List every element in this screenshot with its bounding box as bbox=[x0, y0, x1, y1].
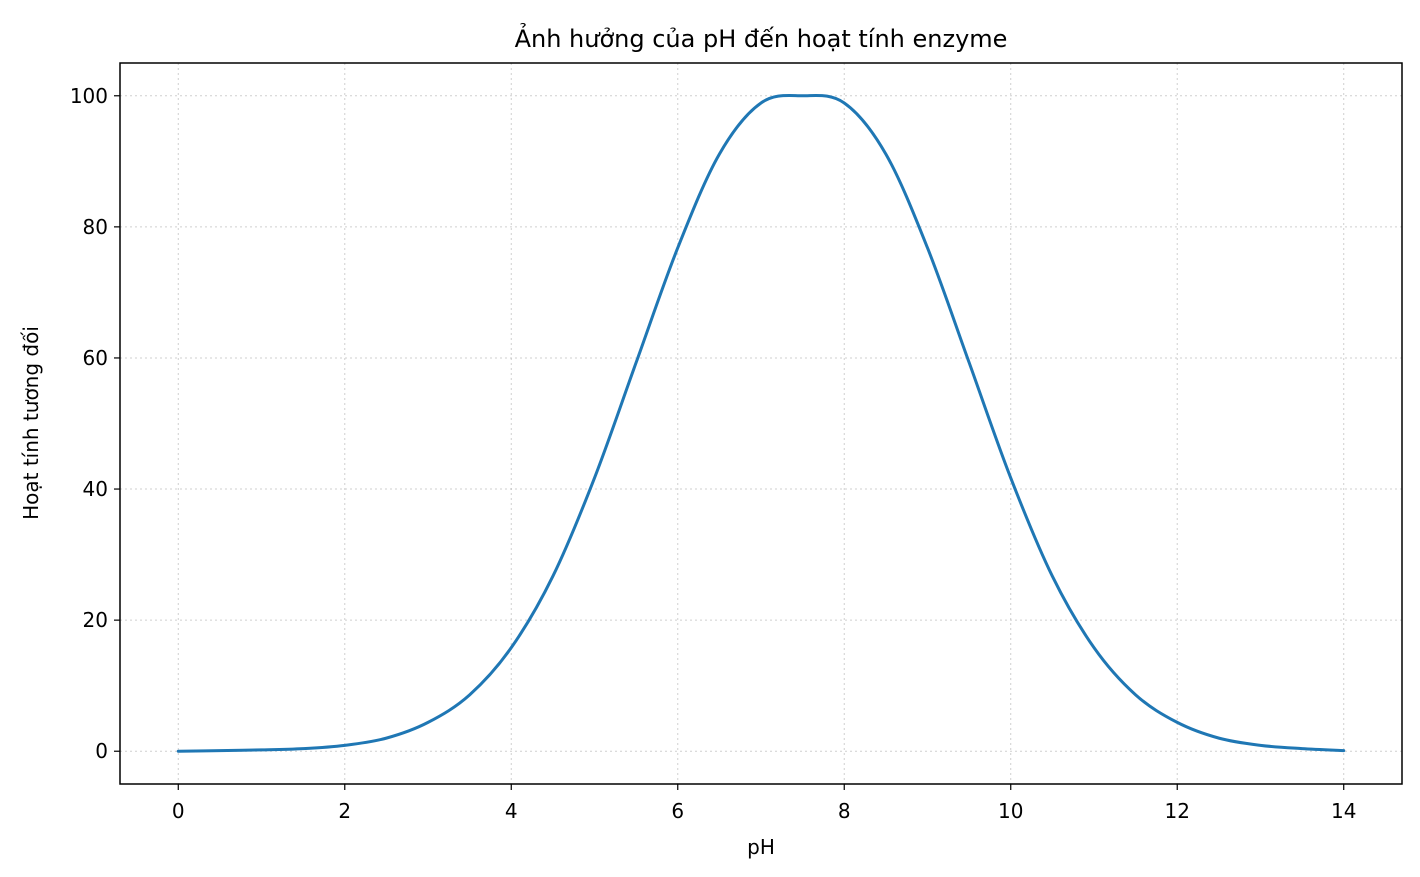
y-tick-label: 20 bbox=[83, 608, 108, 632]
y-tick-label: 0 bbox=[95, 739, 108, 763]
x-tick-label: 2 bbox=[338, 799, 351, 823]
y-tick-label: 40 bbox=[83, 477, 108, 501]
x-tick-label: 0 bbox=[172, 799, 185, 823]
y-tick-label: 100 bbox=[70, 84, 108, 108]
series-layer bbox=[176, 93, 1346, 753]
y-tick-label: 80 bbox=[83, 215, 108, 239]
y-axis-title: Hoạt tính tương đối bbox=[19, 326, 43, 520]
x-axis-ticks: 0 2 4 6 8 10 12 14 bbox=[172, 784, 1356, 823]
x-tick-label: 10 bbox=[998, 799, 1023, 823]
x-tick-label: 4 bbox=[505, 799, 518, 823]
y-tick-label: 60 bbox=[83, 346, 108, 370]
grid-layer bbox=[120, 63, 1402, 784]
x-tick-label: 8 bbox=[838, 799, 851, 823]
x-tick-label: 6 bbox=[671, 799, 684, 823]
x-tick-label: 12 bbox=[1165, 799, 1190, 823]
y-axis-ticks: 0 20 40 60 80 100 bbox=[70, 84, 120, 763]
x-tick-label: 14 bbox=[1331, 799, 1356, 823]
series-line-0 bbox=[176, 93, 1346, 753]
chart-title: Ảnh hưởng của pH đến hoạt tính enzyme bbox=[515, 22, 1008, 53]
plot-area-frame bbox=[119, 62, 1403, 785]
x-axis-title: pH bbox=[747, 835, 775, 859]
